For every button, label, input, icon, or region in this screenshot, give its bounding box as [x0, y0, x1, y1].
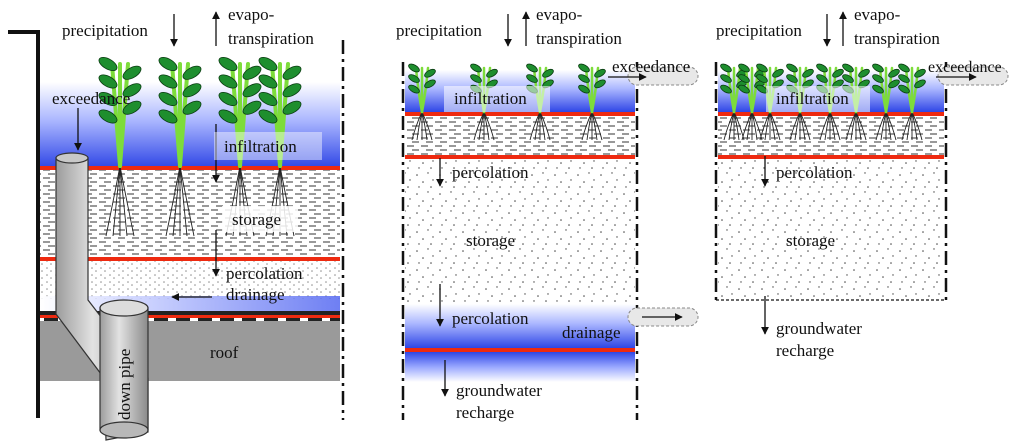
label-backdrop [214, 132, 322, 160]
down-pipe-label: down pipe [115, 349, 134, 420]
plant-icon [578, 63, 606, 141]
drainage-layer [40, 261, 340, 299]
groundwater-label: groundwater [776, 319, 862, 338]
panel-unlined-system: precipitation evapo- transpiration excee… [714, 5, 1009, 360]
plants-group [720, 63, 926, 141]
storage-label: storage [786, 231, 835, 250]
label-backdrop [766, 86, 870, 112]
filter-layer [718, 116, 944, 155]
roof-label: roof [210, 343, 239, 362]
infiltration-label: infiltration [776, 89, 849, 108]
storage-label: storage [466, 231, 515, 250]
storage-label: storage [232, 210, 281, 229]
building-wall [8, 30, 40, 418]
precipitation-label: precipitation [62, 21, 148, 40]
red-layer [405, 155, 635, 159]
infiltration-label: infiltration [224, 137, 297, 156]
red-layer [405, 112, 635, 116]
liner-red [405, 348, 635, 352]
red-layer [718, 155, 944, 159]
panel-green-roof: precipitation evapo- transpiration excee… [8, 5, 345, 441]
percolation-label: percolation [452, 309, 529, 328]
exceedance-label: exceedance [52, 89, 130, 108]
exceedance-label: exceedance [928, 59, 1002, 76]
evapo-label: evapo- [536, 5, 583, 24]
percolation-label: percolation [226, 264, 303, 283]
exceedance-label: exceedance [612, 57, 690, 76]
infiltration-label: infiltration [454, 89, 527, 108]
plant-icon [258, 56, 302, 237]
plant-icon [98, 56, 142, 237]
evapo-label: evapo- [228, 5, 275, 24]
storage-layer [718, 159, 944, 299]
membrane-dark [40, 311, 340, 315]
label-backdrop [222, 206, 298, 232]
membrane-hatch [40, 318, 340, 321]
transpiration-label: transpiration [228, 29, 314, 48]
percolation-label: percolation [776, 163, 853, 182]
plant-icon [218, 56, 262, 237]
red-layer [40, 166, 340, 170]
label-backdrop [444, 86, 550, 112]
down-pipe [55, 152, 149, 441]
red-layer [40, 257, 340, 261]
groundwater-label: groundwater [456, 381, 542, 400]
panel-lined-system: precipitation evapo- transpiration excee… [396, 5, 699, 422]
recharge-label: recharge [456, 403, 514, 422]
membrane-red [40, 315, 340, 318]
evapo-label: evapo- [854, 5, 901, 24]
plants-group [98, 56, 302, 237]
base-water [405, 352, 635, 382]
drainage-label: drainage [562, 323, 621, 342]
transpiration-label: transpiration [536, 29, 622, 48]
recharge-label: recharge [776, 341, 834, 360]
drainage-label: drainage [226, 285, 285, 304]
plant-icon [872, 63, 900, 141]
transpiration-label: transpiration [854, 29, 940, 48]
plant-icon [158, 56, 202, 237]
percolation-label: percolation [452, 163, 529, 182]
plant-icon [408, 63, 436, 141]
precipitation-label: precipitation [716, 21, 802, 40]
precipitation-label: precipitation [396, 21, 482, 40]
plant-icon [898, 63, 926, 141]
